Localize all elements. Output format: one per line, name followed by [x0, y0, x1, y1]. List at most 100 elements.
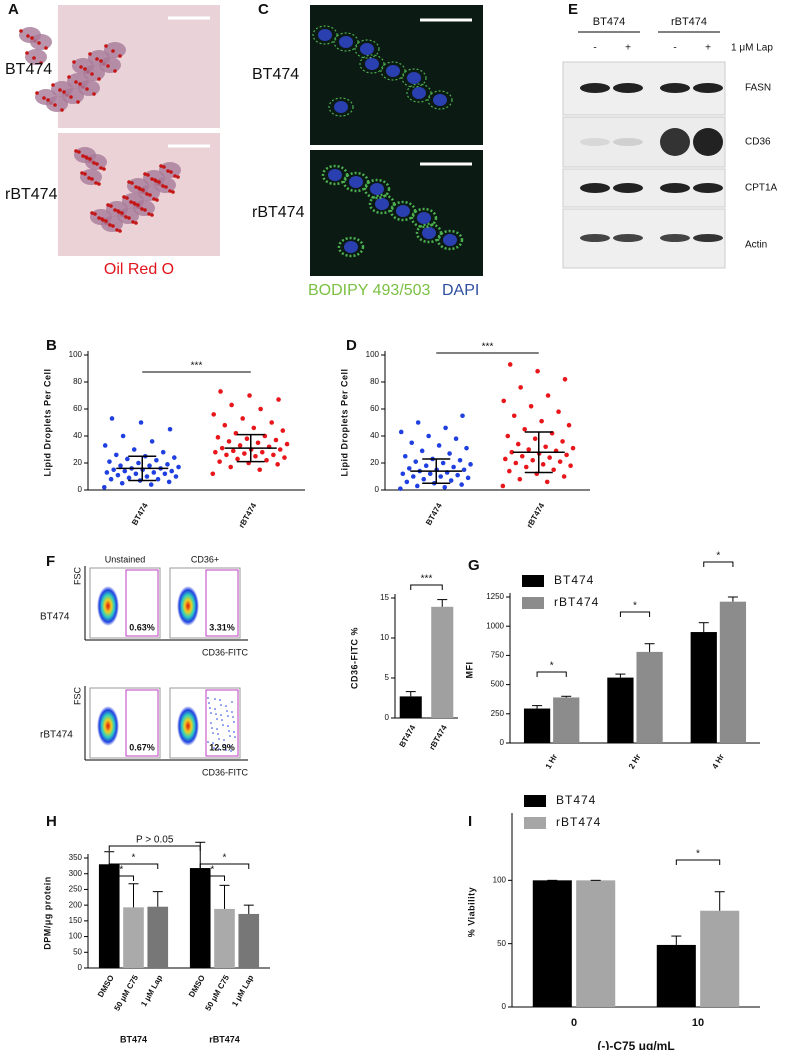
event	[231, 711, 233, 713]
droplet	[131, 220, 135, 224]
event	[216, 728, 218, 730]
droplet	[97, 216, 101, 220]
x-tick-label: DMSO	[96, 974, 116, 999]
droplet	[106, 203, 110, 207]
bar	[690, 632, 717, 743]
band	[660, 128, 690, 156]
event	[227, 715, 229, 717]
significance-label: *	[132, 853, 136, 864]
point	[125, 456, 130, 462]
panel-letter: H	[46, 813, 57, 830]
point	[540, 462, 546, 467]
cell	[83, 65, 105, 81]
event	[222, 724, 224, 726]
point	[448, 478, 454, 483]
lane-label: +	[705, 43, 711, 54]
point	[543, 444, 548, 450]
point	[436, 443, 442, 448]
y-tick-label: 80	[370, 377, 379, 386]
point	[400, 471, 406, 477]
point	[530, 458, 536, 463]
nucleus	[370, 183, 384, 195]
droplet	[74, 80, 78, 84]
droplet	[93, 212, 97, 216]
point	[219, 445, 225, 451]
point	[173, 474, 179, 479]
y-tick-label: 750	[491, 651, 505, 660]
point	[122, 468, 128, 474]
droplet	[106, 64, 110, 68]
band	[613, 138, 643, 146]
droplet	[58, 88, 62, 92]
droplet	[80, 171, 84, 175]
significance-bracket	[108, 863, 159, 869]
point	[253, 453, 258, 459]
significance-bracket	[619, 611, 651, 617]
bar	[523, 708, 551, 743]
droplet	[118, 229, 122, 233]
cell	[359, 54, 385, 74]
droplet	[148, 193, 152, 197]
droplet	[25, 51, 29, 55]
droplet	[53, 103, 57, 107]
droplet	[108, 223, 112, 227]
point	[544, 479, 550, 485]
flow-density	[97, 586, 119, 626]
bar	[576, 880, 616, 1007]
gate-percent: 0.63%	[129, 622, 155, 632]
cell	[337, 236, 365, 258]
point	[457, 458, 463, 463]
droplet	[74, 149, 78, 153]
significance-bracket	[675, 859, 721, 865]
droplet	[95, 162, 99, 166]
axis-label: FSC	[72, 686, 82, 705]
event	[208, 702, 210, 704]
caption: DAPI	[442, 282, 479, 299]
significance-label: *	[550, 661, 554, 672]
nucleus	[443, 234, 457, 246]
droplet	[159, 164, 163, 168]
y-tick-label: 80	[73, 377, 82, 386]
point	[409, 440, 415, 446]
point	[251, 425, 257, 431]
point	[133, 471, 139, 477]
droplet	[147, 212, 151, 216]
point	[551, 467, 556, 473]
row-label: rBT474	[5, 186, 58, 203]
y-tick-label: 100	[366, 350, 380, 359]
point	[113, 452, 119, 458]
droplet	[166, 169, 170, 173]
point	[568, 463, 573, 469]
point	[500, 483, 506, 489]
droplet	[69, 95, 73, 99]
event	[212, 732, 214, 734]
y-tick-label: 0	[500, 738, 505, 747]
droplet	[155, 198, 159, 202]
point	[102, 443, 108, 448]
point	[468, 462, 473, 467]
nucleus	[318, 29, 332, 41]
x-tick-label: 1 Hr	[544, 753, 560, 771]
droplet	[113, 208, 117, 212]
droplet	[124, 215, 128, 219]
panel-letter: F	[46, 553, 55, 570]
panel-letter: E	[568, 1, 578, 18]
point	[528, 404, 534, 409]
droplet	[90, 72, 94, 76]
droplet	[115, 228, 119, 232]
point	[539, 418, 544, 424]
droplet	[85, 156, 89, 160]
nucleus	[365, 58, 379, 70]
nucleus	[407, 72, 421, 84]
droplet	[129, 200, 133, 204]
band	[580, 183, 610, 193]
point	[443, 425, 448, 431]
droplet	[150, 177, 154, 181]
y-axis-label: DPM/μg protein	[42, 876, 52, 950]
droplet	[117, 210, 121, 214]
point	[237, 443, 243, 448]
row-label: BT474	[252, 66, 299, 83]
x-tick-label: BT474	[424, 501, 444, 527]
droplet	[130, 181, 134, 185]
event	[211, 727, 213, 729]
